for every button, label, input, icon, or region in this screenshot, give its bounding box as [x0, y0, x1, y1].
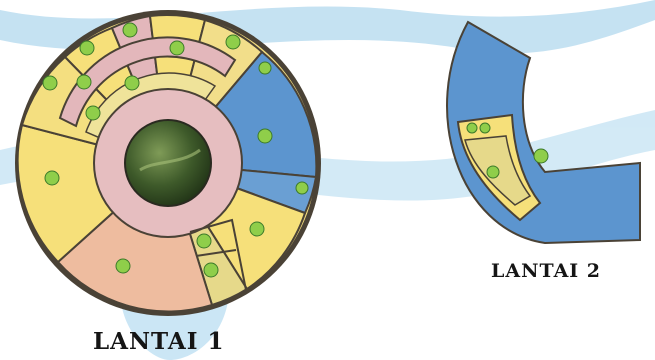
marker: [124, 75, 140, 91]
room-partition-lower: [189, 218, 247, 291]
marker: [203, 262, 219, 278]
marker: [258, 61, 272, 75]
marker: [122, 22, 138, 38]
floor-1-plan: [15, 10, 321, 316]
floor-1-markers: [42, 22, 309, 278]
marker: [249, 221, 265, 237]
marker: [533, 148, 549, 164]
marker: [44, 170, 60, 186]
marker: [42, 75, 58, 91]
marker: [196, 233, 212, 249]
marker: [115, 258, 131, 274]
marker: [479, 122, 491, 134]
room-partition-mid: [195, 249, 237, 257]
marker: [76, 74, 92, 90]
floor-2-markers: [466, 122, 549, 179]
marker: [257, 128, 273, 144]
floor-1-label: LANTAI 1: [93, 328, 225, 355]
marker: [169, 40, 185, 56]
corridor-arc: [58, 36, 237, 128]
marker: [295, 181, 309, 195]
marker: [466, 122, 478, 134]
marker: [486, 165, 500, 179]
floor-2-plan: [446, 20, 641, 245]
marker: [225, 34, 241, 50]
marker: [79, 40, 95, 56]
floor-2-label: LANTAI 2: [491, 260, 602, 282]
globe-highlight: [139, 148, 201, 172]
marker: [85, 105, 101, 121]
